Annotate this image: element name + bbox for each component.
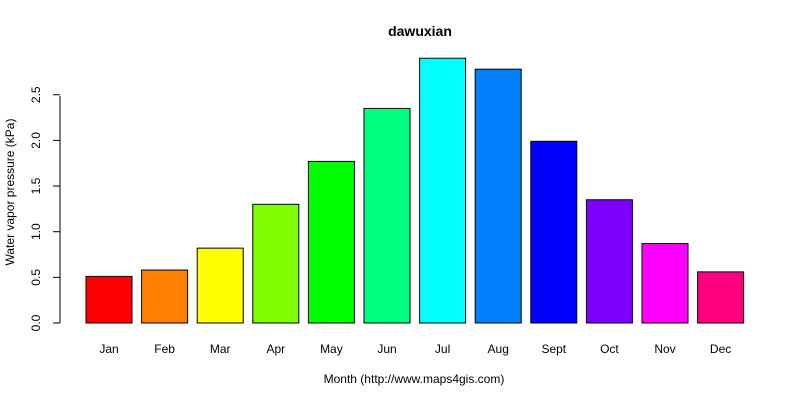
x-tick-label: May xyxy=(320,342,343,356)
bar-nov xyxy=(641,243,689,324)
y-tick-label: 1.5 xyxy=(29,177,43,194)
bar-dec xyxy=(697,271,745,324)
bar-may xyxy=(307,160,355,324)
x-tick-label: Nov xyxy=(654,342,675,356)
y-tick-label: 0.0 xyxy=(29,314,43,331)
x-tick-label: Feb xyxy=(154,342,175,356)
y-axis-label: Water vapor pressure (kPa) xyxy=(3,119,17,266)
x-tick-label: Jan xyxy=(99,342,118,356)
y-tick-label: 0.5 xyxy=(29,269,43,286)
y-tick-label: 2.0 xyxy=(29,132,43,149)
x-tick-label: Oct xyxy=(600,342,619,356)
bar-jun xyxy=(363,107,411,324)
bar-mar xyxy=(196,247,244,324)
bar-aug xyxy=(474,68,522,324)
x-axis-tick-labels: Jan Feb Mar Apr May Jun Jul Aug Sept Oct Nov Dec xyxy=(99,342,731,356)
bar-sept xyxy=(530,140,578,324)
x-tick-label: Mar xyxy=(210,342,231,356)
x-tick-label: Dec xyxy=(710,342,731,356)
bar-oct xyxy=(585,199,633,324)
y-axis-ticks: 0.0 0.5 1.0 1.5 2.0 2.5 xyxy=(29,86,60,331)
x-tick-label: Aug xyxy=(488,342,509,356)
bar-jan xyxy=(85,275,133,324)
bar-apr xyxy=(252,203,300,324)
bars-group xyxy=(85,57,745,324)
bar-jul xyxy=(419,57,467,324)
x-tick-label: Jul xyxy=(435,342,450,356)
chart-title: dawuxian xyxy=(388,23,452,39)
y-tick-label: 1.0 xyxy=(29,223,43,240)
y-tick-label: 2.5 xyxy=(29,86,43,103)
x-tick-label: Jun xyxy=(377,342,396,356)
bar-feb xyxy=(141,269,189,324)
x-tick-label: Sept xyxy=(541,342,566,356)
x-axis-label: Month (http://www.maps4gis.com) xyxy=(324,372,505,386)
x-tick-label: Apr xyxy=(266,342,285,356)
